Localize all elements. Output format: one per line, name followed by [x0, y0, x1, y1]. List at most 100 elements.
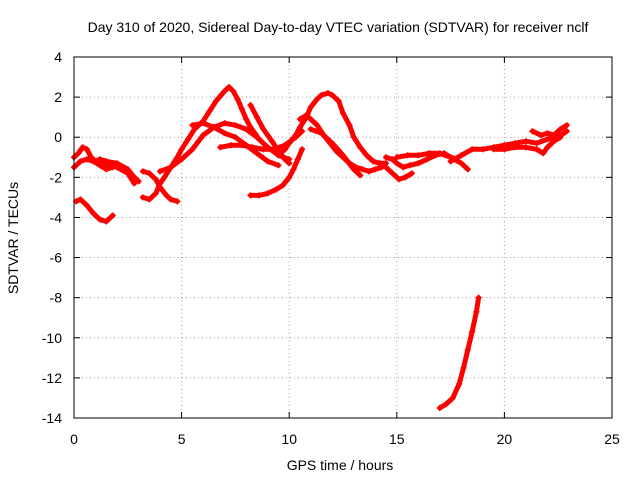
data-point	[447, 158, 454, 165]
data-point	[436, 404, 443, 411]
data-point	[475, 294, 482, 301]
data-point	[303, 112, 310, 119]
data-point	[238, 106, 245, 113]
data-point	[273, 186, 280, 193]
data-point	[314, 96, 321, 103]
data-point	[96, 216, 103, 223]
data-point	[296, 124, 303, 131]
data-point	[335, 98, 342, 105]
data-point	[296, 116, 303, 123]
series-line-arc-21	[437, 295, 482, 411]
data-point	[253, 114, 260, 121]
data-point	[247, 102, 254, 109]
series-points-arc-8	[189, 120, 282, 169]
data-point	[550, 138, 557, 145]
series-points-arc-11	[247, 146, 306, 199]
data-point	[146, 170, 153, 177]
data-point	[286, 160, 293, 167]
data-point	[324, 90, 331, 97]
data-point	[340, 110, 346, 117]
data-point	[501, 146, 508, 153]
chart-title: Day 310 of 2020, Sidereal Day-to-day VTE…	[88, 19, 589, 35]
y-tick-label: -14	[42, 410, 62, 426]
data-point	[400, 164, 407, 171]
data-point	[228, 142, 235, 149]
data-point	[124, 170, 131, 177]
data-point	[357, 144, 364, 151]
data-point	[264, 158, 271, 165]
data-point	[359, 166, 366, 173]
data-point	[275, 152, 282, 159]
series-points-arc-14	[307, 126, 364, 179]
data-point	[178, 156, 185, 163]
plot-frame	[73, 56, 613, 419]
data-point	[456, 380, 463, 387]
data-point	[460, 364, 467, 371]
data-point	[329, 140, 336, 147]
data-point	[469, 146, 476, 153]
data-point	[404, 152, 411, 159]
data-point	[167, 196, 174, 203]
data-point	[189, 146, 196, 153]
grid	[74, 57, 612, 418]
series-points-arc-3	[73, 196, 116, 225]
data-point	[230, 88, 237, 95]
data-point	[139, 168, 146, 175]
x-tick-label: 0	[70, 431, 78, 447]
data-point	[537, 132, 544, 139]
data-point	[268, 138, 275, 145]
x-tick-label: 5	[178, 431, 186, 447]
y-tick-label: -4	[50, 209, 63, 225]
data-point	[213, 98, 220, 105]
data-point	[346, 122, 353, 129]
y-tick-label: -12	[42, 370, 62, 386]
data-point	[533, 146, 540, 153]
data-point	[464, 346, 471, 353]
data-point	[221, 120, 228, 127]
series-line-arc-12	[275, 90, 389, 166]
series-points-arc-10	[247, 102, 293, 167]
data-point	[286, 140, 293, 147]
data-point	[281, 146, 288, 153]
series-points-arc-19	[490, 134, 564, 157]
data-point	[473, 308, 480, 315]
y-axis-label: SDTVAR / TECUs	[5, 182, 21, 294]
data-point	[146, 196, 153, 203]
x-tick-label: 25	[604, 431, 620, 447]
data-point	[174, 154, 181, 161]
series-points-arc-12	[275, 90, 390, 167]
data-point	[402, 174, 409, 181]
data-point	[350, 166, 357, 173]
data-point	[393, 154, 400, 161]
data-point	[544, 130, 551, 137]
data-point	[256, 192, 263, 199]
data-point	[83, 202, 90, 209]
axis-ticks: 0 5 10 15 20 25 -14 -12 -10 -8 -6 -4 -2 0 2 4	[42, 49, 620, 447]
data-point	[249, 144, 256, 151]
data-point	[307, 116, 314, 123]
data-point	[522, 144, 529, 151]
data-point	[247, 124, 254, 131]
data-point	[200, 132, 207, 139]
data-point	[363, 152, 370, 159]
data-point	[260, 146, 267, 153]
data-point	[479, 146, 486, 153]
data-point	[92, 158, 99, 165]
data-point	[563, 122, 570, 129]
data-point	[372, 166, 379, 173]
series-points-arc-6	[139, 168, 181, 205]
data-point	[395, 176, 402, 183]
data-point	[243, 116, 250, 123]
data-point	[253, 134, 260, 141]
data-point	[279, 182, 286, 189]
x-tick-label: 15	[389, 431, 405, 447]
data-point	[383, 164, 390, 171]
data-point	[383, 154, 390, 161]
data-point	[161, 174, 168, 181]
data-point	[307, 104, 314, 111]
data-point	[232, 122, 239, 129]
data-point	[90, 210, 97, 217]
data-point	[307, 126, 314, 133]
data-point	[157, 168, 164, 175]
